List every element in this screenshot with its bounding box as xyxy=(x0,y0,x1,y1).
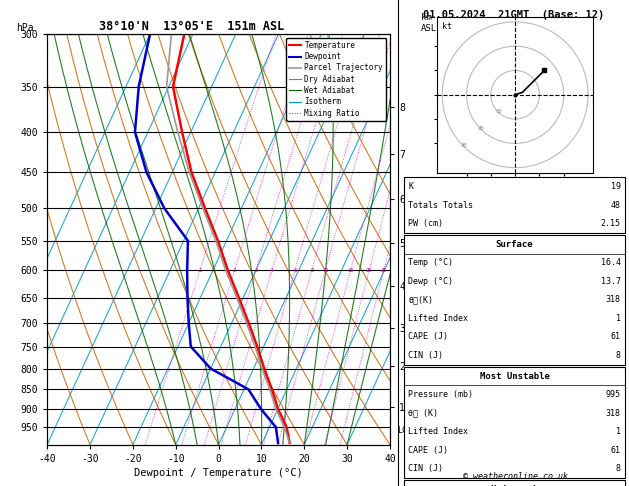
Text: 01.05.2024  21GMT  (Base: 12): 01.05.2024 21GMT (Base: 12) xyxy=(423,10,604,20)
Text: © weatheronline.co.uk: © weatheronline.co.uk xyxy=(463,472,567,481)
Text: Most Unstable: Most Unstable xyxy=(479,372,550,381)
Legend: Temperature, Dewpoint, Parcel Trajectory, Dry Adiabat, Wet Adiabat, Isotherm, Mi: Temperature, Dewpoint, Parcel Trajectory… xyxy=(286,38,386,121)
Text: 1: 1 xyxy=(616,427,621,436)
Text: CIN (J): CIN (J) xyxy=(408,351,443,360)
Text: 38°10'N  13°05'E  151m ASL: 38°10'N 13°05'E 151m ASL xyxy=(99,20,284,33)
Text: 6: 6 xyxy=(293,268,296,273)
Text: Totals Totals: Totals Totals xyxy=(408,201,473,209)
Text: 8: 8 xyxy=(616,464,621,473)
X-axis label: Dewpoint / Temperature (°C): Dewpoint / Temperature (°C) xyxy=(134,468,303,478)
Text: PW (cm): PW (cm) xyxy=(408,219,443,228)
Text: 61: 61 xyxy=(611,446,621,454)
Text: Lifted Index: Lifted Index xyxy=(408,427,468,436)
Text: 20: 20 xyxy=(366,268,372,273)
Text: 318: 318 xyxy=(606,295,621,304)
Text: km
ASL: km ASL xyxy=(421,14,437,33)
Text: 8: 8 xyxy=(616,351,621,360)
Text: θᴇ(K): θᴇ(K) xyxy=(408,295,433,304)
Text: 13.7: 13.7 xyxy=(601,277,621,286)
Text: 318: 318 xyxy=(606,409,621,417)
Text: 1: 1 xyxy=(616,314,621,323)
Text: 25: 25 xyxy=(381,268,387,273)
Text: Lifted Index: Lifted Index xyxy=(408,314,468,323)
Text: 61: 61 xyxy=(611,332,621,341)
Text: 10: 10 xyxy=(495,109,501,114)
Text: θᴇ (K): θᴇ (K) xyxy=(408,409,438,417)
Text: 3: 3 xyxy=(254,268,258,273)
Text: 15: 15 xyxy=(347,268,353,273)
Text: 8: 8 xyxy=(310,268,313,273)
Text: Dewp (°C): Dewp (°C) xyxy=(408,277,454,286)
Text: 16.4: 16.4 xyxy=(601,259,621,267)
Text: 995: 995 xyxy=(606,390,621,399)
Text: 10: 10 xyxy=(322,268,328,273)
Text: K: K xyxy=(408,182,413,191)
Text: 30: 30 xyxy=(461,143,467,148)
Text: Temp (°C): Temp (°C) xyxy=(408,259,454,267)
Text: kt: kt xyxy=(442,22,452,31)
Text: 2: 2 xyxy=(233,268,236,273)
Text: Surface: Surface xyxy=(496,240,533,249)
Text: CAPE (J): CAPE (J) xyxy=(408,446,448,454)
Text: CAPE (J): CAPE (J) xyxy=(408,332,448,341)
Text: CIN (J): CIN (J) xyxy=(408,464,443,473)
Text: 2.15: 2.15 xyxy=(601,219,621,228)
Text: hPa: hPa xyxy=(16,23,34,33)
Text: Hodograph: Hodograph xyxy=(491,485,538,486)
Text: LCL: LCL xyxy=(397,426,412,435)
Text: 20: 20 xyxy=(478,126,484,131)
Text: 4: 4 xyxy=(270,268,274,273)
Text: Pressure (mb): Pressure (mb) xyxy=(408,390,473,399)
Text: 19: 19 xyxy=(611,182,621,191)
Text: 1: 1 xyxy=(198,268,201,273)
Text: 48: 48 xyxy=(611,201,621,209)
